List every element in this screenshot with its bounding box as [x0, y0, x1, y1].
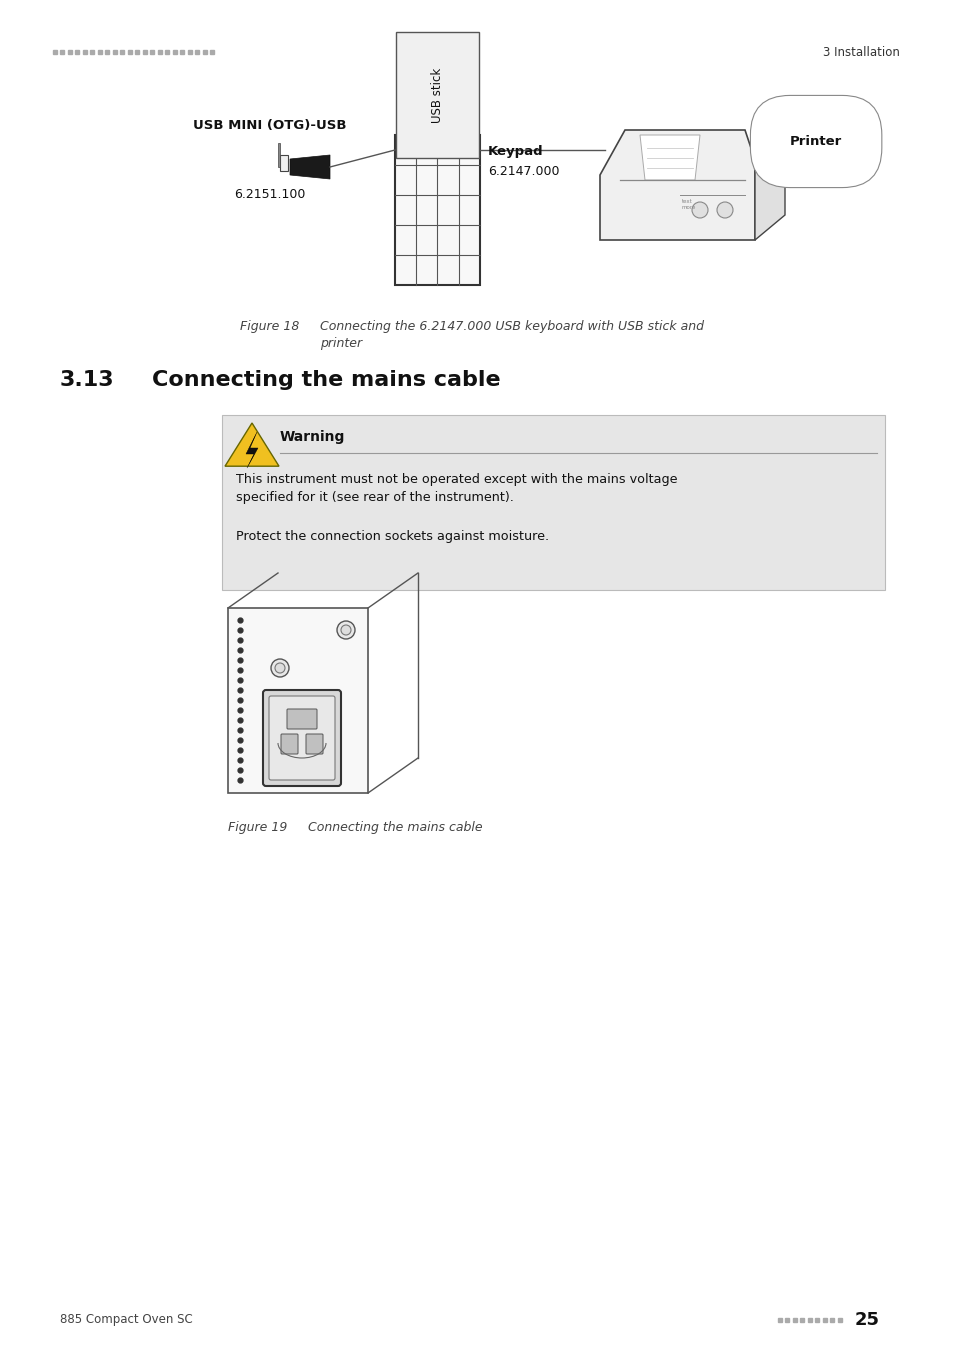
Circle shape — [336, 621, 355, 639]
FancyBboxPatch shape — [306, 734, 323, 755]
Text: 3 Installation: 3 Installation — [822, 46, 899, 58]
Text: 6.2151.100: 6.2151.100 — [234, 189, 305, 201]
FancyBboxPatch shape — [281, 734, 297, 755]
Polygon shape — [225, 423, 278, 466]
Text: Warning: Warning — [280, 431, 345, 444]
Polygon shape — [599, 130, 754, 240]
Circle shape — [271, 659, 289, 676]
FancyBboxPatch shape — [269, 697, 335, 780]
Polygon shape — [246, 432, 257, 468]
Circle shape — [717, 202, 732, 217]
Text: Figure 19: Figure 19 — [228, 821, 287, 834]
Bar — [395, 135, 479, 285]
Bar — [222, 414, 884, 590]
Text: 25: 25 — [854, 1311, 879, 1328]
Bar — [280, 155, 288, 171]
FancyBboxPatch shape — [263, 690, 340, 786]
Text: Connecting the 6.2147.000 USB keyboard with USB stick and: Connecting the 6.2147.000 USB keyboard w… — [319, 320, 703, 333]
Text: printer: printer — [319, 338, 362, 350]
Text: 3.13: 3.13 — [60, 370, 114, 390]
Text: 6.2147.000: 6.2147.000 — [488, 165, 558, 178]
Circle shape — [340, 625, 351, 634]
Circle shape — [274, 663, 285, 674]
Circle shape — [691, 202, 707, 217]
Polygon shape — [754, 135, 784, 240]
Text: Connecting the mains cable: Connecting the mains cable — [308, 821, 482, 834]
Text: USB stick: USB stick — [431, 68, 443, 123]
Text: Protect the connection sockets against moisture.: Protect the connection sockets against m… — [235, 531, 549, 543]
Bar — [277, 143, 280, 167]
Text: Connecting the mains cable: Connecting the mains cable — [152, 370, 500, 390]
Text: Figure 18: Figure 18 — [240, 320, 299, 333]
Bar — [228, 608, 368, 792]
Polygon shape — [290, 155, 330, 180]
Polygon shape — [639, 135, 700, 180]
Text: Printer: Printer — [789, 135, 841, 148]
Text: Keypad: Keypad — [488, 144, 543, 158]
FancyBboxPatch shape — [287, 709, 316, 729]
Text: text
more: text more — [681, 198, 696, 209]
Text: USB MINI (OTG)-USB: USB MINI (OTG)-USB — [193, 119, 346, 131]
Text: 885 Compact Oven SC: 885 Compact Oven SC — [60, 1314, 193, 1327]
Text: This instrument must not be operated except with the mains voltage
specified for: This instrument must not be operated exc… — [235, 472, 677, 504]
